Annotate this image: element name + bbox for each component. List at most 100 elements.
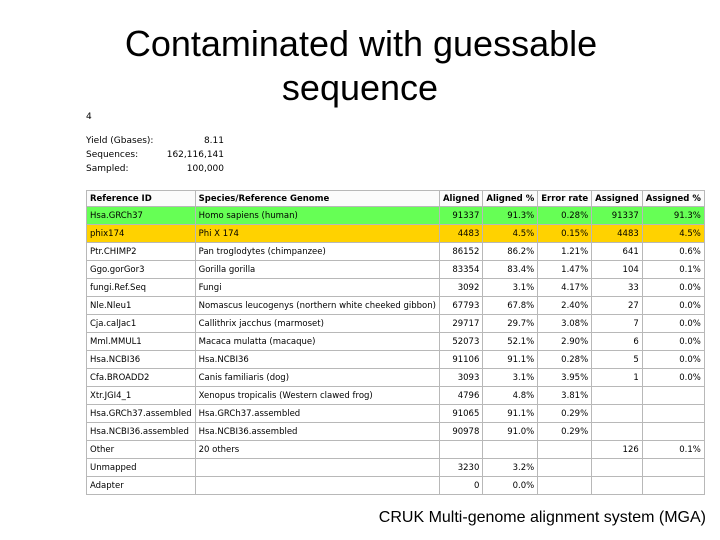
table-cell: 33 bbox=[591, 278, 643, 297]
table-cell bbox=[537, 458, 593, 477]
table-row: Hsa.NCBI36 Hsa.NCBI36 91106 91.1% 0.28% 5 0.0% bbox=[86, 350, 705, 369]
table-cell: Other bbox=[86, 440, 196, 459]
table-cell: Unmapped bbox=[86, 458, 196, 477]
table-cell bbox=[591, 458, 643, 477]
table-cell: 91337 bbox=[591, 206, 643, 225]
table-cell: 641 bbox=[591, 242, 643, 261]
stat-label: Yield (Gbases): bbox=[86, 136, 154, 146]
stat-value: 162,116,141 bbox=[166, 150, 224, 160]
table-cell: 86152 bbox=[438, 242, 484, 261]
table-cell: 52073 bbox=[438, 332, 484, 351]
stat-value: 100,000 bbox=[186, 164, 224, 174]
table-cell: 29717 bbox=[438, 314, 484, 333]
table-cell: 3.1% bbox=[482, 278, 539, 297]
column-header: Reference ID bbox=[86, 190, 196, 207]
column-header: Assigned bbox=[591, 190, 643, 207]
table-cell: 83.4% bbox=[482, 260, 539, 279]
table-row: Ggo.gorGor3 Gorilla gorilla 83354 83.4% 1.47… bbox=[86, 260, 705, 279]
table-cell: 0.0% bbox=[641, 350, 705, 369]
table-cell: 1.47% bbox=[537, 260, 593, 279]
table-cell: Canis familiaris (dog) bbox=[194, 368, 440, 387]
table-cell bbox=[537, 476, 593, 495]
table-row: Cfa.BROADD2 Canis familiaris (dog) 3093 3.1… bbox=[86, 368, 705, 387]
table-cell: 67793 bbox=[438, 296, 484, 315]
table-cell bbox=[591, 476, 643, 495]
table-cell bbox=[482, 440, 539, 459]
table-cell: 2.40% bbox=[537, 296, 593, 315]
table-cell: 0.6% bbox=[641, 242, 705, 261]
column-header: Assigned % bbox=[641, 190, 705, 207]
table-cell: 67.8% bbox=[482, 296, 539, 315]
table-row: Hsa.NCBI36.assembled Hsa.NCBI36.assembled… bbox=[86, 422, 705, 441]
table-cell: Nomascus leucogenys (northern white chee… bbox=[194, 296, 440, 315]
table-cell bbox=[537, 440, 593, 459]
table-cell: 3.1% bbox=[482, 368, 539, 387]
table-cell: Cja.calJac1 bbox=[86, 314, 196, 333]
table-cell: 4483 bbox=[591, 224, 643, 243]
table-cell: 91.1% bbox=[482, 350, 539, 369]
table-cell bbox=[591, 404, 643, 423]
table-cell bbox=[641, 404, 705, 423]
table-row: Cja.calJac1 Callithrix jacchus (marmoset)… bbox=[86, 314, 705, 333]
table-cell bbox=[438, 440, 484, 459]
table-cell: 4.5% bbox=[482, 224, 539, 243]
table-cell: 3.2% bbox=[482, 458, 539, 477]
table-cell: 5 bbox=[591, 350, 643, 369]
table-cell: 91337 bbox=[438, 206, 484, 225]
table-cell: Hsa.NCBI36.assembled bbox=[194, 422, 440, 441]
table-cell: Xtr.JGI4_1 bbox=[86, 386, 196, 405]
table-header-row: Reference ID Species/Reference Genome Al… bbox=[86, 190, 705, 207]
alignment-table: Reference ID Species/Reference Genome Al… bbox=[86, 190, 705, 495]
stat-row-yield: Yield (Gbases): 8.11 bbox=[86, 134, 224, 148]
table-cell bbox=[641, 422, 705, 441]
table-row: Other 20 others 126 0.1% bbox=[86, 440, 705, 459]
table-cell: Gorilla gorilla bbox=[194, 260, 440, 279]
column-header: Aligned bbox=[438, 190, 484, 207]
table-cell: 4.5% bbox=[641, 224, 705, 243]
stat-row-sequences: Sequences: 162,116,141 bbox=[86, 148, 224, 162]
table-cell: 0.0% bbox=[482, 476, 539, 495]
table-body: Hsa.GRCh37 Homo sapiens (human) 91337 91.3%… bbox=[86, 206, 705, 495]
table-cell: 4483 bbox=[438, 224, 484, 243]
slide-title: Contaminated with guessable sequence bbox=[0, 22, 720, 110]
table-cell: Phi X 174 bbox=[194, 224, 440, 243]
column-header: Aligned % bbox=[482, 190, 539, 207]
column-header: Species/Reference Genome bbox=[194, 190, 440, 207]
slide-title-line2: sequence bbox=[281, 67, 439, 108]
table-cell: Hsa.NCBI36.assembled bbox=[86, 422, 196, 441]
table-cell: 0.29% bbox=[537, 404, 593, 423]
table-cell: Homo sapiens (human) bbox=[194, 206, 440, 225]
table-cell: Hsa.NCBI36 bbox=[194, 350, 440, 369]
table-cell: Hsa.GRCh37.assembled bbox=[194, 404, 440, 423]
table-cell: Xenopus tropicalis (Western clawed frog) bbox=[194, 386, 440, 405]
table-cell: Hsa.GRCh37.assembled bbox=[86, 404, 196, 423]
stat-label: Sampled: bbox=[86, 164, 129, 174]
table-cell: Adapter bbox=[86, 476, 196, 495]
table-cell: 7 bbox=[591, 314, 643, 333]
table-cell: 104 bbox=[591, 260, 643, 279]
table-row: Mml.MMUL1 Macaca mulatta (macaque) 52073 52… bbox=[86, 332, 705, 351]
table-row: Ptr.CHIMP2 Pan troglodytes (chimpanzee) 86… bbox=[86, 242, 705, 261]
table-cell bbox=[591, 386, 643, 405]
table-cell: 3.95% bbox=[537, 368, 593, 387]
table-cell: 91065 bbox=[438, 404, 484, 423]
table-cell: 52.1% bbox=[482, 332, 539, 351]
table-cell: 20 others bbox=[194, 440, 440, 459]
table-cell: Nle.Nleu1 bbox=[86, 296, 196, 315]
table-cell: 90978 bbox=[438, 422, 484, 441]
table-cell: 91.1% bbox=[482, 404, 539, 423]
table-row: Xtr.JGI4_1 Xenopus tropicalis (Western cl… bbox=[86, 386, 705, 405]
table-cell: Pan troglodytes (chimpanzee) bbox=[194, 242, 440, 261]
table-cell: 3230 bbox=[438, 458, 484, 477]
table-cell bbox=[641, 386, 705, 405]
table-row: Hsa.GRCh37 Homo sapiens (human) 91337 91.3%… bbox=[86, 206, 705, 225]
table-cell: Fungi bbox=[194, 278, 440, 297]
table-cell: 3.08% bbox=[537, 314, 593, 333]
table-cell bbox=[641, 476, 705, 495]
table-cell: 91106 bbox=[438, 350, 484, 369]
table-cell: 0.1% bbox=[641, 260, 705, 279]
run-stats: Yield (Gbases): 8.11 Sequences: 162,116,14… bbox=[86, 134, 224, 176]
table-row: Nle.Nleu1 Nomascus leucogenys (northern w… bbox=[86, 296, 705, 315]
table-cell: 4796 bbox=[438, 386, 484, 405]
table-cell bbox=[641, 458, 705, 477]
